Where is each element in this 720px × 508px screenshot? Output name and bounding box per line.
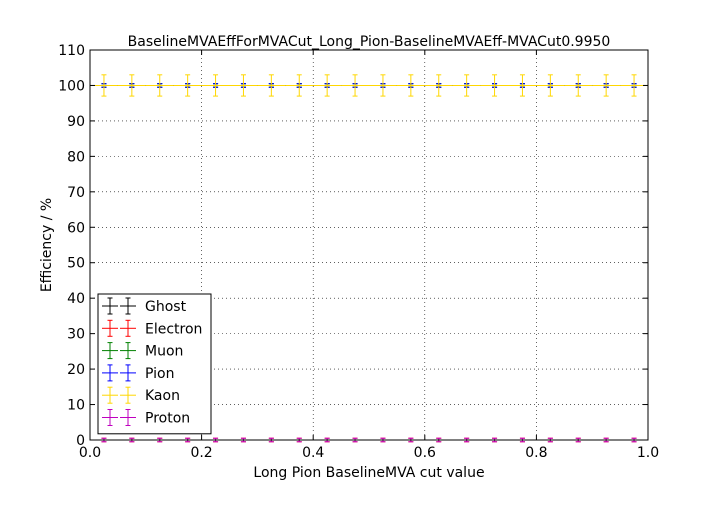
legend-label-kaon: Kaon <box>145 388 180 404</box>
kaon-point <box>424 74 453 97</box>
y-axis-label: Efficiency / % <box>39 198 55 292</box>
legend-box <box>97 293 212 435</box>
y-tick-label: 0 <box>76 433 85 449</box>
y-tick-label: 30 <box>67 327 85 343</box>
y-tick-label: 20 <box>67 362 85 378</box>
kaon-point <box>313 74 342 97</box>
y-tick-label: 60 <box>67 220 85 236</box>
legend-item-kaon: Kaon <box>102 386 180 404</box>
kaon-point <box>396 74 425 97</box>
y-tick-label: 110 <box>58 43 85 59</box>
x-tick-label: 1.0 <box>637 445 659 461</box>
kaon-point <box>285 74 314 97</box>
y-tick-label: 80 <box>67 149 85 165</box>
y-tick-label: 90 <box>67 114 85 130</box>
y-tick-label: 50 <box>67 256 85 272</box>
kaon-point <box>564 74 593 97</box>
kaon-point <box>257 74 286 97</box>
legend-item-pion: Pion <box>102 364 174 382</box>
kaon-point <box>201 74 230 97</box>
y-tick-label: 70 <box>67 185 85 201</box>
kaon-point <box>117 74 146 97</box>
kaon-point <box>229 74 258 97</box>
y-tick-label: 100 <box>58 78 85 94</box>
kaon-point <box>145 74 174 97</box>
legend-item-ghost: Ghost <box>102 297 187 315</box>
x-tick-label: 0.2 <box>190 445 212 461</box>
y-tick-label: 10 <box>67 398 85 414</box>
legend-label-ghost: Ghost <box>145 299 187 315</box>
kaon-point <box>369 74 397 97</box>
x-tick-label: 0.0 <box>79 445 101 461</box>
x-axis-label: Long Pion BaselineMVA cut value <box>253 465 484 481</box>
legend-label-electron: Electron <box>145 321 202 337</box>
legend-label-pion: Pion <box>145 366 174 382</box>
kaon-point <box>173 74 202 97</box>
y-tick-label: 40 <box>67 291 85 307</box>
kaon-point <box>452 74 481 97</box>
kaon-point <box>592 74 621 97</box>
x-tick-label: 0.4 <box>302 445 324 461</box>
x-tick-label: 0.8 <box>525 445 547 461</box>
legend-item-muon: Muon <box>102 342 183 360</box>
legend-label-muon: Muon <box>145 344 183 360</box>
legend-label-proton: Proton <box>145 411 190 427</box>
kaon-point <box>480 74 509 97</box>
kaon-point <box>508 74 537 97</box>
chart-title: BaselineMVAEffForMVACut_Long_Pion-Baseli… <box>128 34 611 50</box>
kaon-point <box>341 74 369 97</box>
kaon-point <box>536 74 565 97</box>
x-tick-label: 0.6 <box>414 445 436 461</box>
plot-frame <box>89 49 649 441</box>
legend-item-electron: Electron <box>102 319 202 337</box>
legend-item-proton: Proton <box>102 409 190 427</box>
